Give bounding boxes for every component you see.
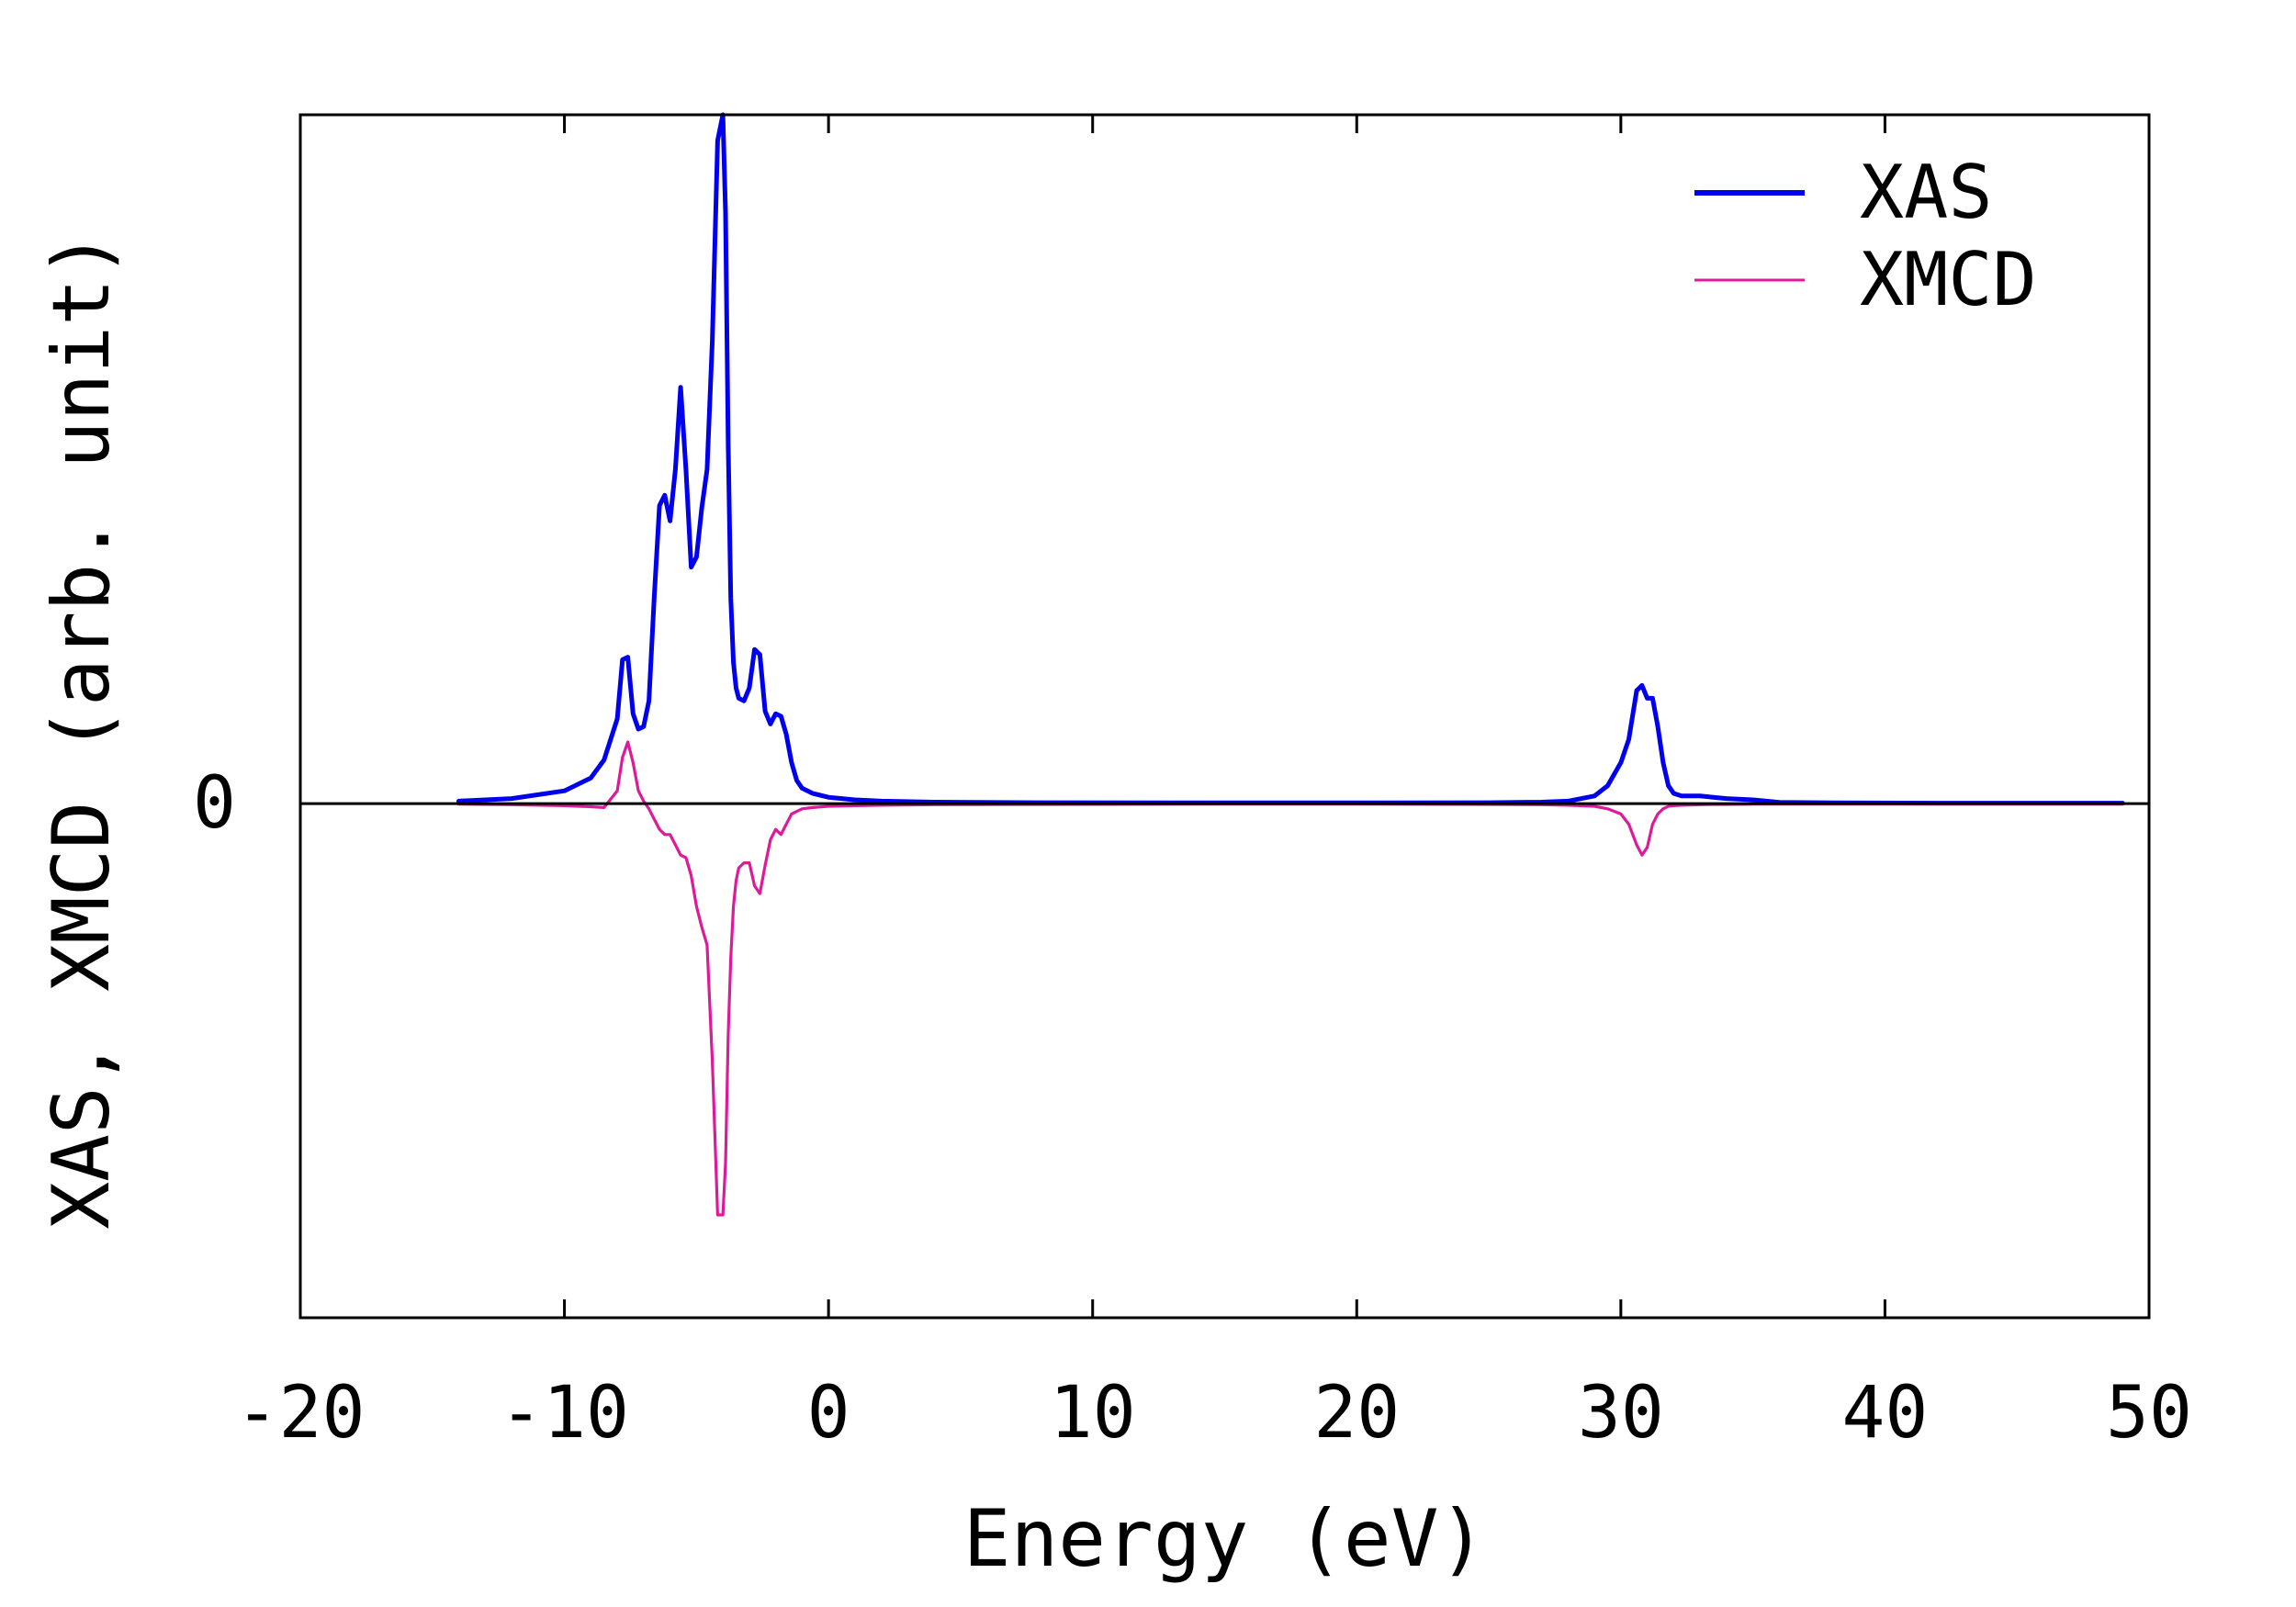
x-tick-label: 30: [1578, 1372, 1664, 1455]
legend: XAS XMCD: [1694, 150, 2037, 322]
x-tick-label: 10: [1050, 1372, 1136, 1455]
legend-label-xas: XAS: [1860, 150, 1993, 235]
x-tick-label: 20: [1313, 1372, 1400, 1455]
y-tick-label: 0: [193, 762, 236, 845]
plot-frame: [298, 113, 2151, 1320]
x-tick-label: 0: [807, 1372, 850, 1455]
x-tick-label: 40: [1841, 1372, 1928, 1455]
series-line-xmcd: [456, 740, 2124, 1217]
x-tick-label: 50: [2106, 1372, 2192, 1455]
ticks-layer: [298, 115, 2151, 1318]
y-axis-title: XAS, XMCD (arb. unit): [36, 230, 128, 1229]
tick-labels-layer: -20 -10 0 10 20 30 40 50 0: [193, 762, 2192, 1455]
series-layer: [456, 112, 2125, 1217]
x-tick-label: -20: [236, 1372, 366, 1455]
x-tick-label: -10: [500, 1372, 629, 1455]
series-line-xas: [456, 112, 2125, 806]
x-axis-title: Energy (eV): [963, 1493, 1487, 1585]
legend-label-xmcd: XMCD: [1860, 237, 2037, 322]
